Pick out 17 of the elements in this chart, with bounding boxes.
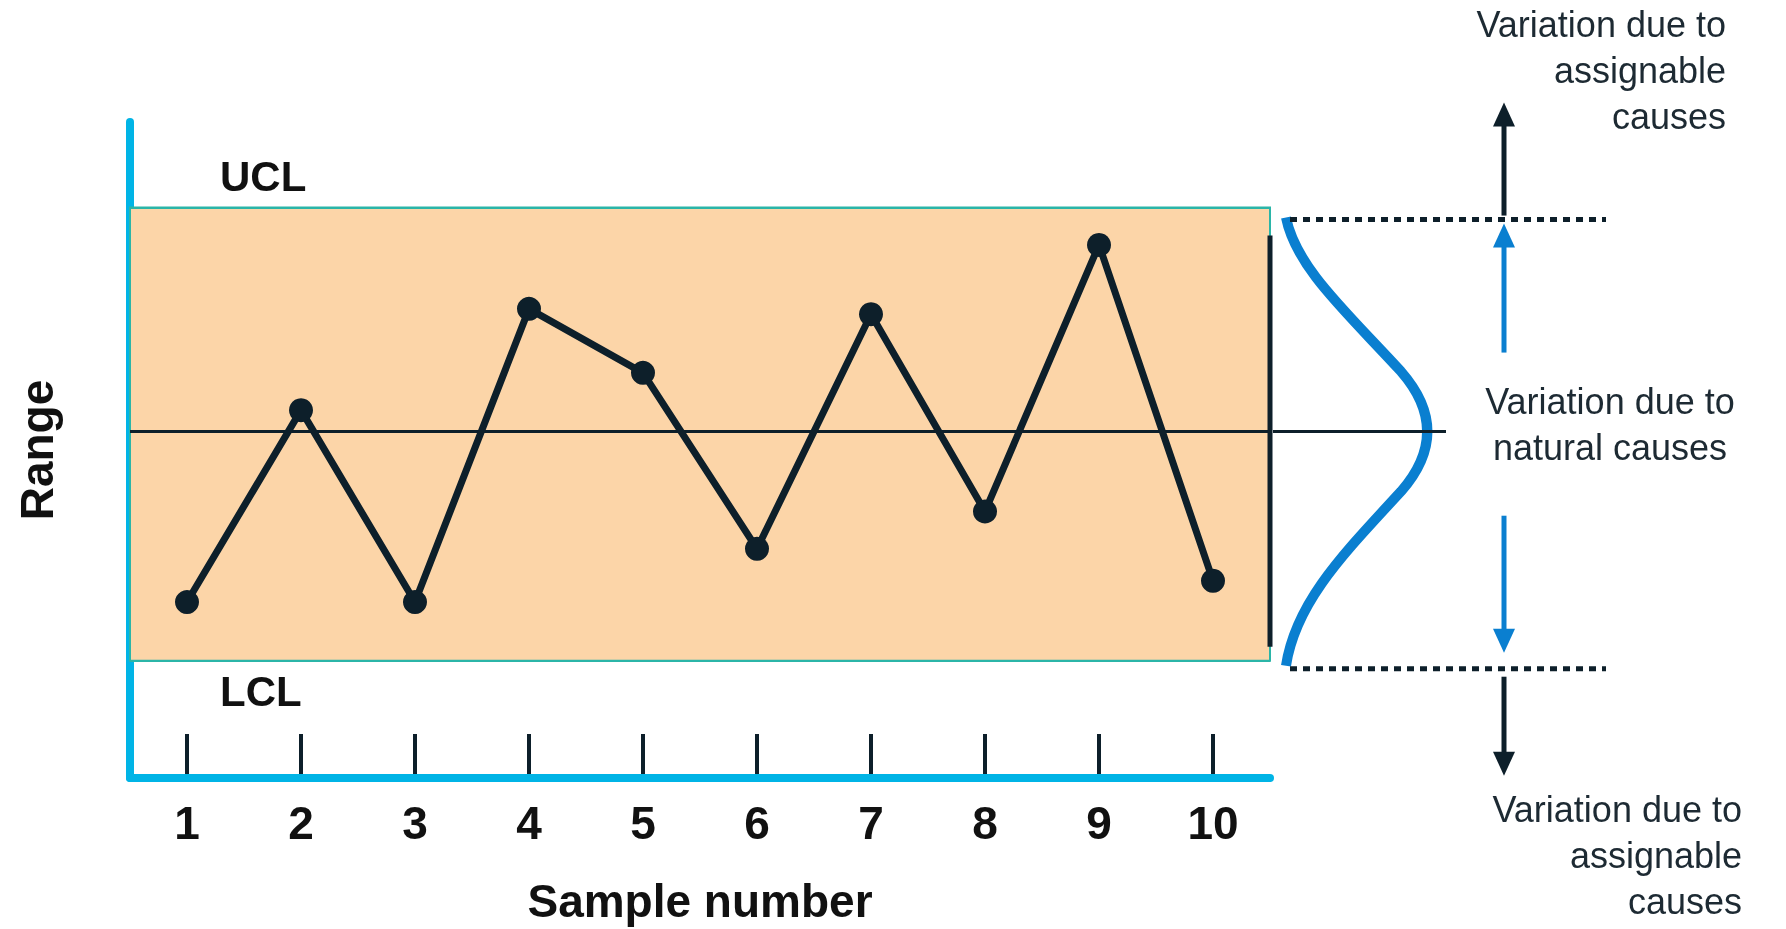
x-tick-label: 7 — [858, 797, 884, 849]
text: Variation due to assignable causes — [1475, 3, 1726, 139]
x-axis-title: Sample number — [527, 875, 873, 927]
y-axis-title: Range — [11, 379, 63, 521]
text: Variation due to assignable causes — [1491, 788, 1742, 924]
text: Variation due to natural causes — [1484, 380, 1736, 471]
x-tick-label: 8 — [972, 797, 998, 849]
ref-line-label: LCL — [220, 668, 302, 716]
x-tick-label: 1 — [174, 797, 200, 849]
ref-line-label: UCL — [220, 153, 307, 201]
x-tick-label: 10 — [1187, 797, 1239, 849]
x-tick-label: 5 — [630, 797, 656, 849]
x-tick-label: 6 — [744, 797, 770, 849]
x-tick-label: 9 — [1086, 797, 1112, 849]
x-tick-label: 3 — [402, 797, 428, 849]
x-tick-label: 2 — [288, 797, 314, 849]
x-tick-label: 4 — [516, 797, 543, 849]
